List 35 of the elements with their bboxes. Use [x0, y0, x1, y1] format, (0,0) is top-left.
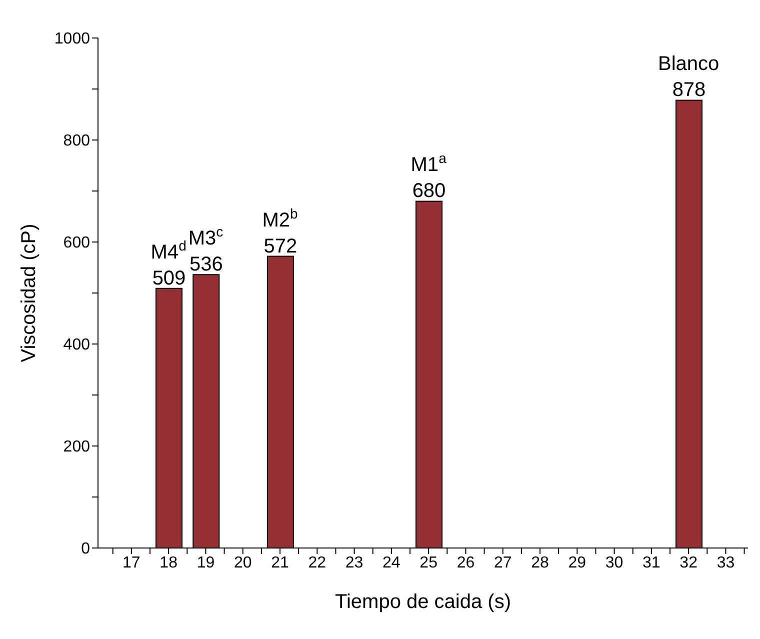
- y-tick-label: 800: [63, 132, 90, 150]
- annotation: M3$^{c}$: [188, 224, 224, 250]
- x-tick-label: 32: [680, 554, 698, 572]
- y-tick-label: 0: [81, 540, 90, 558]
- x-tick-label: 30: [605, 554, 624, 572]
- x-tick-label: 25: [420, 554, 438, 572]
- y-tick-label: 600: [63, 234, 90, 252]
- data-label: 878: [672, 79, 706, 102]
- x-tick-label: 21: [271, 554, 289, 572]
- annotation: M4$^{d}$: [150, 237, 186, 264]
- x-tick-label: 22: [308, 554, 326, 572]
- data-label: 509: [152, 267, 186, 290]
- y-tick-label: 200: [63, 438, 90, 456]
- x-axis-title: Tiempo de caida (s): [335, 591, 511, 613]
- y-axis-title: Viscosidad (cP): [18, 224, 40, 362]
- x-tick-label: 26: [456, 554, 475, 572]
- data-label: 572: [264, 235, 298, 258]
- annotation: M1$^{a}$: [410, 150, 447, 176]
- annotation: Blanco: [658, 53, 720, 76]
- x-tick-label: 28: [531, 554, 549, 572]
- x-tick-label: 31: [642, 554, 660, 572]
- y-tick-label: 1000: [54, 30, 90, 48]
- data-label: 536: [189, 254, 223, 276]
- y-tick-label: 400: [63, 336, 90, 354]
- x-tick-label: 24: [382, 554, 400, 572]
- x-tick-label: 27: [494, 554, 512, 572]
- annotation: M2$^{b}$: [262, 205, 298, 232]
- x-tick-label: 19: [196, 554, 215, 572]
- x-tick-label: 33: [716, 554, 735, 572]
- x-tick-label: 18: [160, 554, 178, 572]
- data-label: 680: [412, 180, 446, 202]
- x-tick-label: 17: [122, 554, 140, 572]
- x-tick-label: 23: [345, 554, 364, 572]
- x-tick-label: 20: [234, 554, 252, 572]
- x-tick-label: 29: [568, 554, 586, 572]
